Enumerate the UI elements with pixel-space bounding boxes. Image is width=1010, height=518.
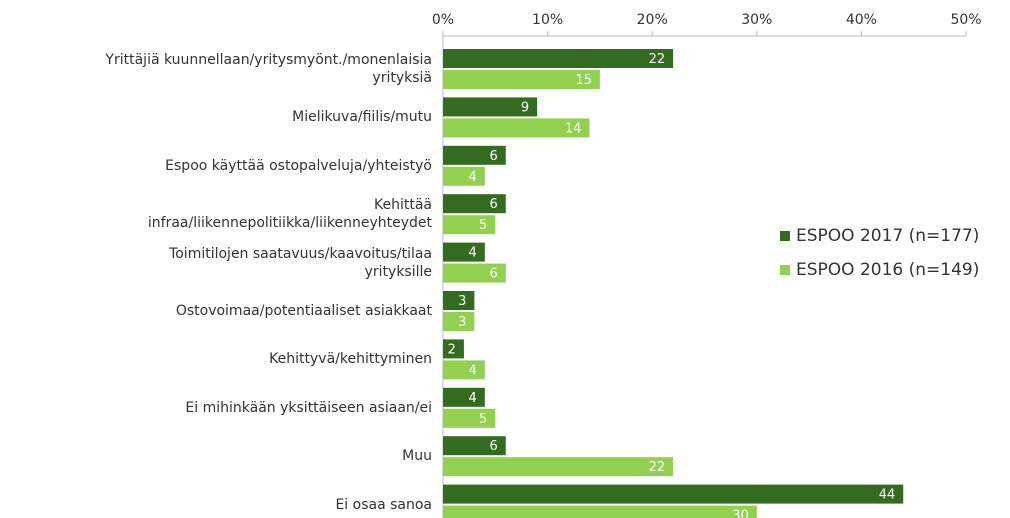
category-label: Ostovoimaa/potentiaaliset asiakkaat xyxy=(175,303,432,319)
data-label: 5 xyxy=(479,412,487,427)
x-tick-label: 0% xyxy=(432,12,454,28)
bar xyxy=(443,484,904,504)
bar xyxy=(443,118,590,138)
legend-swatch xyxy=(780,231,790,241)
data-label: 6 xyxy=(489,439,497,454)
x-tick-label: 40% xyxy=(846,12,877,28)
data-label: 9 xyxy=(521,100,529,115)
x-tick-label: 20% xyxy=(637,12,668,28)
category-label: Yrittäjiä kuunnellaan/yritysmyönt./monen… xyxy=(105,52,432,86)
category-label: Ei osaa sanoa xyxy=(335,496,432,513)
data-label: 4 xyxy=(469,170,477,185)
bar xyxy=(443,263,506,283)
data-label: 22 xyxy=(649,52,666,67)
bar xyxy=(443,215,496,235)
bar xyxy=(443,387,485,407)
data-label: 6 xyxy=(489,197,497,212)
category-label: Kehittyvä/kehittyminen xyxy=(269,351,432,368)
data-label: 3 xyxy=(458,315,466,330)
bar xyxy=(443,49,674,68)
bar xyxy=(443,145,506,165)
x-tick-label: 10% xyxy=(532,12,563,28)
category-label: Espoo käyttää ostopalveluja/yhteistyö xyxy=(165,157,432,174)
data-label: 30 xyxy=(732,509,749,518)
data-label: 15 xyxy=(575,73,592,88)
bar xyxy=(443,70,600,89)
data-label: 22 xyxy=(649,460,666,475)
data-label: 4 xyxy=(469,246,477,261)
data-label: 6 xyxy=(489,267,497,282)
x-tick-label: 50% xyxy=(950,12,981,28)
category-label: Muu xyxy=(402,448,432,465)
data-label: 6 xyxy=(489,149,497,164)
bar xyxy=(443,242,485,262)
bar xyxy=(443,505,757,518)
bar xyxy=(443,312,475,331)
bar xyxy=(443,97,538,117)
data-label: 4 xyxy=(469,363,477,378)
bar xyxy=(443,166,485,186)
data-label: 3 xyxy=(458,294,466,309)
data-label: 5 xyxy=(479,218,487,233)
category-label: Kehittää infraa/liikennepolitiikka/liike… xyxy=(147,197,432,232)
data-label: 2 xyxy=(448,342,456,357)
legend-label: ESPOO 2016 (n=149) xyxy=(796,260,979,280)
bar xyxy=(443,360,485,380)
data-label: 4 xyxy=(469,391,477,406)
category-label: Ei mihinkään yksittäiseen asiaan/ei xyxy=(185,399,432,416)
category-label: Toimitilojen saatavuus/kaavoitus/tilaa y… xyxy=(169,245,432,280)
data-label: 14 xyxy=(565,121,582,136)
bar xyxy=(443,457,674,477)
category-label: Mielikuva/fiilis/mutu xyxy=(292,109,432,126)
legend-label: ESPOO 2017 (n=177) xyxy=(796,226,979,246)
bar xyxy=(443,436,506,456)
bar xyxy=(443,408,496,428)
bar xyxy=(443,291,475,310)
legend-swatch xyxy=(780,265,790,275)
data-label: 44 xyxy=(879,488,896,503)
bar xyxy=(443,339,464,359)
bar xyxy=(443,194,506,214)
x-tick-label: 30% xyxy=(741,12,772,28)
